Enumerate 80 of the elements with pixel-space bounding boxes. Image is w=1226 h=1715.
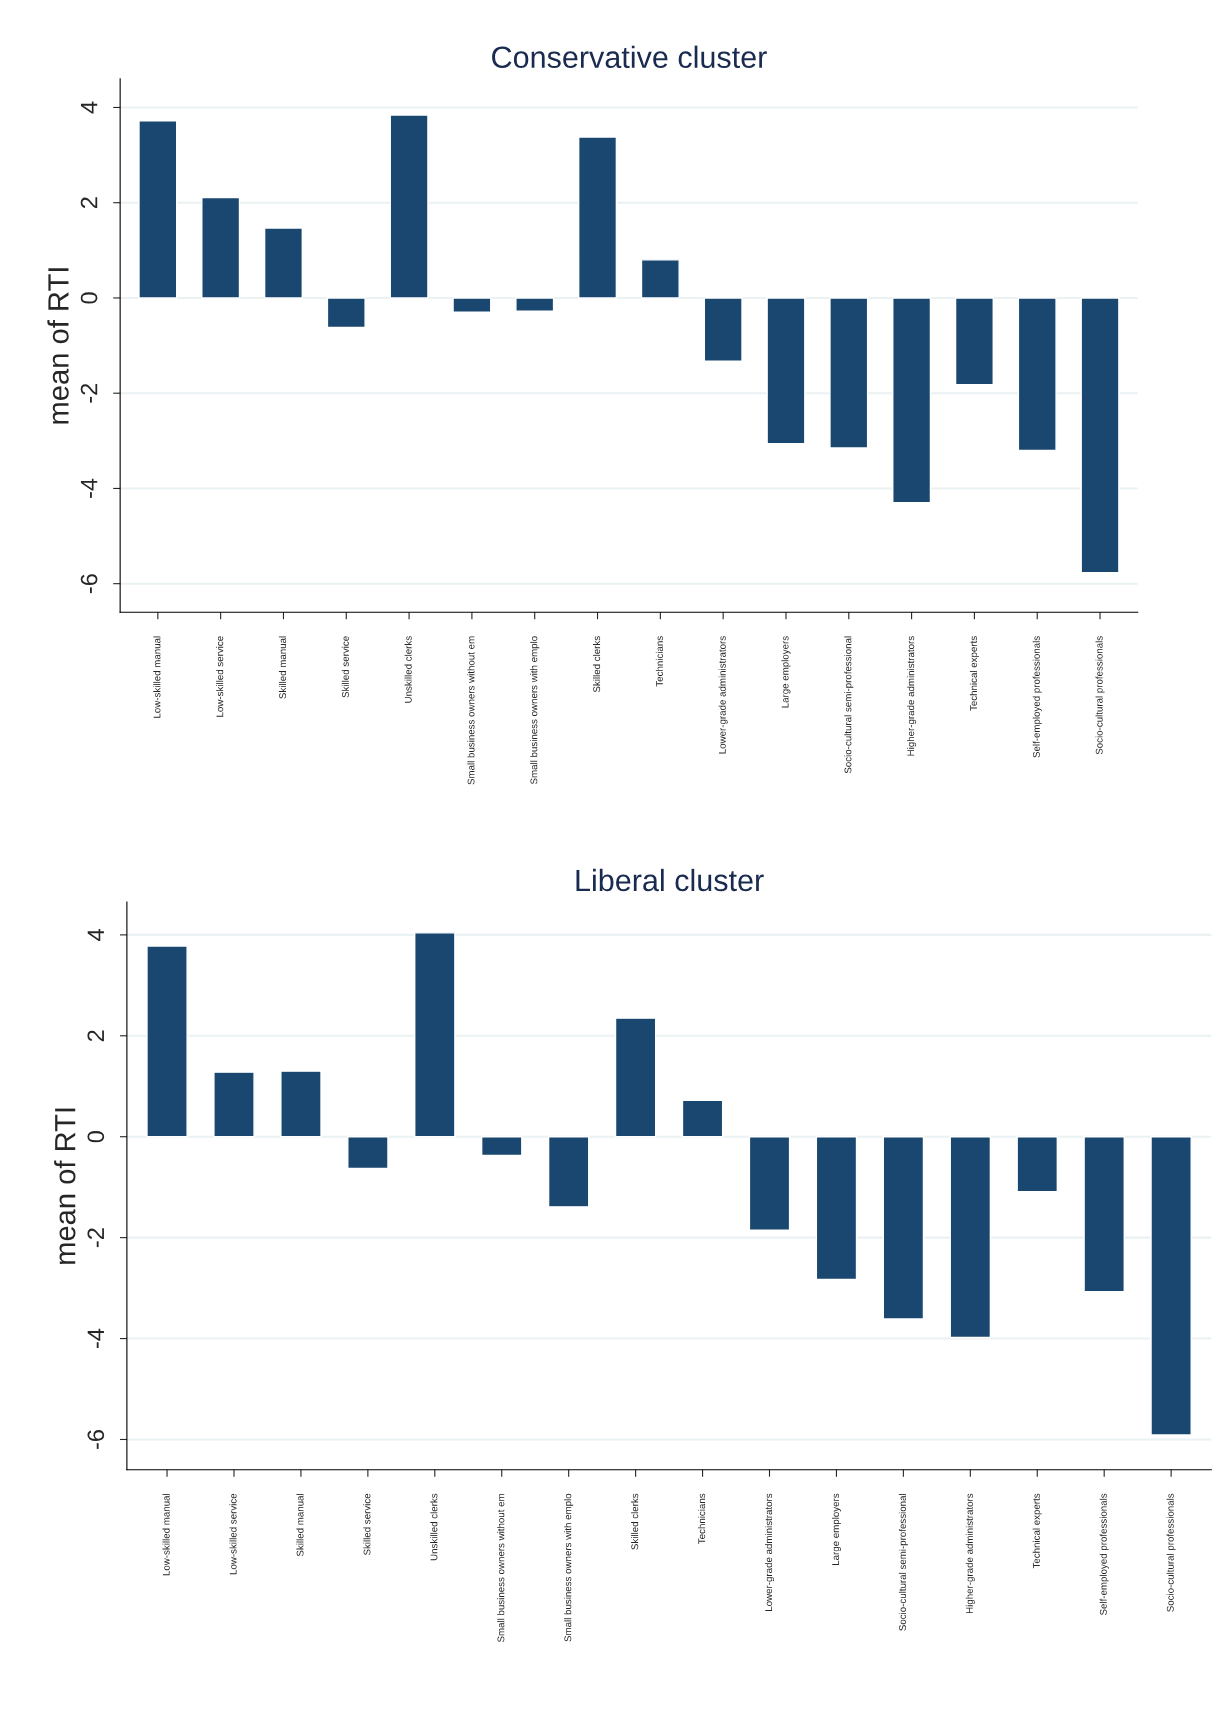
x-tick-label: Unskilled clerks (430, 1493, 438, 1561)
y-tick-label: -6 (80, 574, 98, 594)
x-tick-label: Skilled clerks (631, 1493, 639, 1550)
y-tick-label: 4 (80, 101, 98, 114)
x-tick-label: Low-skilled service (216, 636, 224, 717)
bar (480, 1136, 523, 1157)
x-tick-label: Higher-grade administrators (907, 636, 917, 756)
bar (263, 227, 304, 299)
x-tick-label: Socio-cultural semi-professional (844, 636, 854, 774)
bar (748, 1136, 791, 1231)
bar (1016, 1136, 1059, 1193)
x-tick-label: Low-skilled manual (153, 636, 161, 718)
bar (892, 297, 932, 504)
y-tick-label: 4 (87, 929, 104, 941)
bar (766, 297, 806, 445)
y-tick-label: 2 (80, 197, 98, 209)
chart-title: Conservative cluster (492, 45, 767, 69)
bar (954, 297, 994, 386)
x-tick-label: Socio-cultural semi-professional (898, 1494, 908, 1631)
y-tick-label: 2 (87, 1030, 104, 1042)
x-tick-label: Technicians (655, 636, 663, 687)
x-tick-label: Small business owners without em (467, 636, 475, 785)
bar (213, 1071, 255, 1138)
x-tick-label: Low-skilled manual (162, 1494, 170, 1576)
bar (640, 259, 680, 299)
x-tick-label: Skilled clerks (593, 636, 601, 693)
bar (515, 297, 555, 312)
x-tick-label: Socio-cultural professionals (1166, 1493, 1176, 1612)
bar (681, 1099, 724, 1138)
bar (949, 1136, 992, 1339)
bar (347, 1136, 389, 1170)
x-tick-label: Large employers (781, 636, 791, 708)
bar (138, 120, 178, 299)
x-tick-label: Technicians (698, 1493, 706, 1544)
x-tick-label: Small business owners without em (497, 1494, 505, 1643)
bar (577, 136, 618, 299)
x-tick-label: Small business owners with emplo (530, 636, 540, 785)
x-tick-label: Skilled manual (296, 1494, 304, 1557)
y-tick-label: 0 (80, 292, 98, 304)
x-tick-label: Unskilled clerks (404, 636, 412, 703)
bar (452, 297, 492, 313)
y-tick-label: -2 (80, 383, 98, 403)
x-tick-label: Lower-grade administrators (764, 1493, 775, 1611)
bar (1083, 1136, 1125, 1293)
x-tick-label: Self-employed professionals (1032, 636, 1042, 758)
x-tick-label: Lower-grade administrators (718, 636, 728, 754)
x-tick-label: Technical experts (1032, 1493, 1042, 1569)
x-tick-label: Socio-cultural professionals (1095, 636, 1105, 755)
x-tick-label: Higher-grade administrators (965, 1493, 975, 1614)
x-tick-label: Large employers (831, 1493, 841, 1565)
y-tick-label: -6 (87, 1430, 105, 1449)
y-tick-label: -2 (87, 1228, 104, 1248)
bar (1080, 297, 1120, 574)
bar (547, 1136, 590, 1208)
x-tick-label: Skilled manual (278, 636, 287, 699)
bar (1150, 1136, 1192, 1436)
bar (829, 297, 869, 449)
bar (614, 1017, 657, 1138)
chart-title: Liberal cluster (576, 868, 764, 892)
x-tick-label: Technical experts (969, 636, 979, 711)
bar (882, 1136, 925, 1320)
x-tick-label: Skilled service (363, 1493, 371, 1556)
x-tick-label: Low-skilled service (229, 1493, 237, 1575)
bar (326, 297, 366, 329)
bar (703, 297, 743, 362)
bar (201, 196, 241, 299)
y-tick-label: -4 (87, 1328, 104, 1349)
y-tick-label: -4 (80, 478, 98, 498)
x-tick-label: Skilled service (341, 636, 349, 698)
y-tick-label: 0 (87, 1131, 105, 1143)
bar (815, 1136, 858, 1281)
y-axis-title: mean of RTI (54, 1108, 76, 1264)
bar (1017, 297, 1057, 452)
x-tick-label: Self-employed professionals (1099, 1493, 1109, 1616)
bar (146, 945, 188, 1138)
y-axis-title: mean of RTI (47, 268, 69, 424)
bar (280, 1070, 322, 1138)
x-tick-label: Small business owners with emplo (564, 1493, 574, 1642)
bar (389, 114, 429, 299)
bar (414, 932, 456, 1138)
